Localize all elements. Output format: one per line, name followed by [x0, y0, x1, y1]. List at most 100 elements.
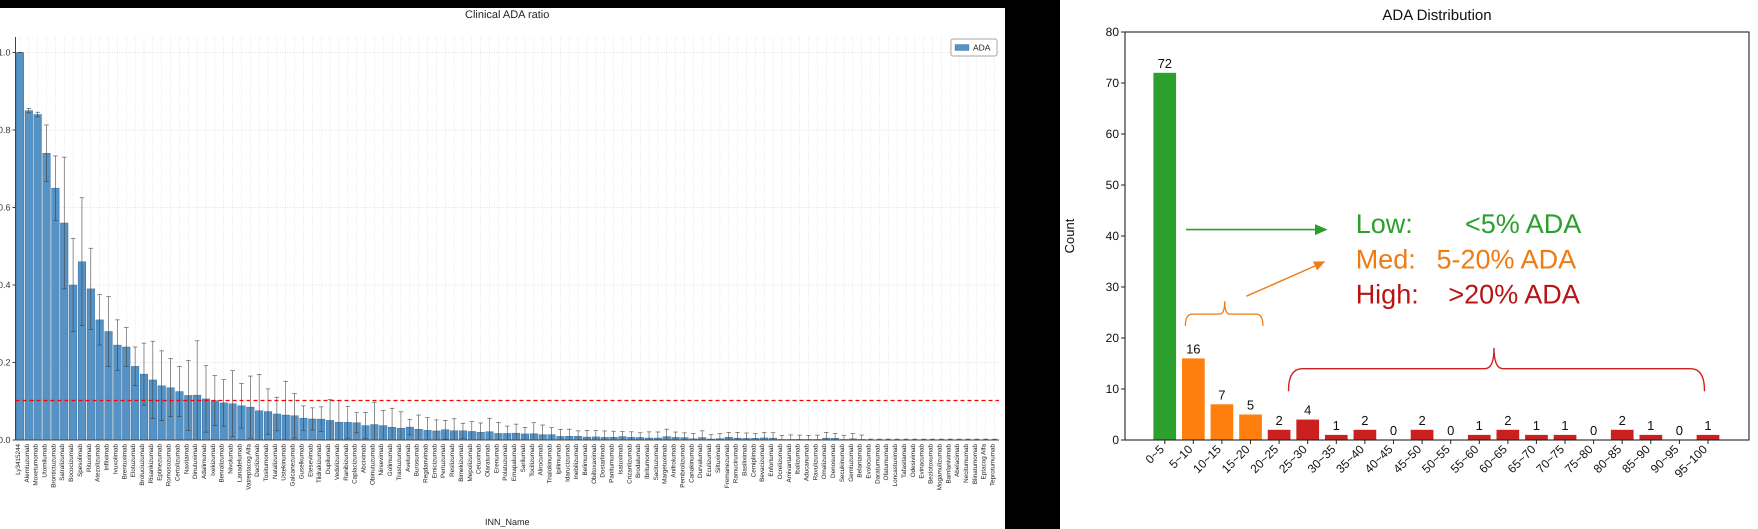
svg-text:Denosumab: Denosumab: [830, 444, 837, 478]
svg-text:Canakinumab: Canakinumab: [688, 444, 695, 483]
svg-text:Margetuximab: Margetuximab: [662, 444, 669, 484]
svg-text:Idarucizumab: Idarucizumab: [564, 444, 571, 482]
svg-text:Belimumab: Belimumab: [582, 444, 589, 476]
svg-text:Ocrelizumab: Ocrelizumab: [777, 444, 784, 480]
svg-text:Spesolimab: Spesolimab: [77, 444, 84, 477]
svg-text:40: 40: [1106, 229, 1120, 243]
svg-text:Ramucirumab: Ramucirumab: [733, 444, 740, 484]
svg-text:Crizanlizumab: Crizanlizumab: [626, 444, 633, 484]
svg-text:Obinutuzumab: Obinutuzumab: [369, 444, 376, 485]
svg-text:Daclizumab: Daclizumab: [254, 444, 261, 477]
svg-text:2: 2: [1504, 413, 1511, 428]
svg-text:30: 30: [1106, 280, 1120, 294]
svg-text:Ranibizumab: Ranibizumab: [343, 444, 350, 481]
svg-text:Utomilumab: Utomilumab: [42, 444, 49, 478]
svg-text:4: 4: [1304, 403, 1311, 418]
svg-text:Inebilizumab: Inebilizumab: [573, 444, 580, 480]
svg-text:Benralizumab: Benralizumab: [219, 444, 226, 483]
svg-text:Eptinezumab: Eptinezumab: [157, 444, 164, 481]
svg-text:Bimekizumab: Bimekizumab: [458, 444, 465, 482]
svg-text:1: 1: [1647, 418, 1654, 433]
svg-text:Ly3415244: Ly3415244: [15, 444, 22, 475]
svg-text:Dinutuximab: Dinutuximab: [192, 444, 199, 479]
svg-text:Alemtuzumab: Alemtuzumab: [24, 444, 31, 483]
svg-text:Nirsevimab: Nirsevimab: [378, 444, 385, 476]
svg-text:Dostarlimab: Dostarlimab: [600, 444, 607, 478]
svg-text:Vedolizumab: Vedolizumab: [334, 444, 341, 481]
svg-text:16: 16: [1186, 341, 1200, 356]
svg-text:0: 0: [1676, 423, 1683, 438]
svg-text:0.6: 0.6: [0, 203, 11, 213]
svg-text:1: 1: [1561, 418, 1568, 433]
svg-text:Ofatumumab: Ofatumumab: [883, 444, 890, 481]
svg-text:Eculizumab: Eculizumab: [706, 444, 713, 477]
svg-text:Basiliximab: Basiliximab: [742, 444, 749, 476]
svg-text:ADA: ADA: [973, 43, 991, 53]
svg-text:0: 0: [1112, 433, 1119, 447]
svg-text:Olaratumab: Olaratumab: [485, 444, 492, 477]
svg-text:1: 1: [1533, 418, 1540, 433]
svg-text:1: 1: [1333, 418, 1340, 433]
svg-text:Mepolizumab: Mepolizumab: [467, 444, 474, 482]
svg-text:Tocilizumab: Tocilizumab: [529, 444, 536, 477]
svg-text:Brodalumab: Brodalumab: [635, 444, 642, 478]
svg-text:Low:: Low:: [1356, 209, 1413, 239]
svg-text:Polatuzumab: Polatuzumab: [502, 444, 509, 481]
svg-text:Ravulizumab: Ravulizumab: [812, 444, 819, 481]
svg-text:0: 0: [1590, 423, 1597, 438]
svg-text:2: 2: [1418, 413, 1425, 428]
svg-text:Odesivimab: Odesivimab: [910, 444, 917, 478]
svg-text:Blinatumomab: Blinatumomab: [972, 444, 979, 485]
svg-text:Sacituzumab: Sacituzumab: [653, 444, 660, 481]
svg-text:0.0: 0.0: [0, 435, 11, 445]
svg-text:Bamlanivimab: Bamlanivimab: [945, 444, 952, 484]
svg-text:Infliximab: Infliximab: [104, 444, 111, 471]
svg-text:80: 80: [1106, 25, 1120, 39]
svg-text:Brontictuzumab: Brontictuzumab: [50, 444, 57, 488]
svg-text:Panitumumab: Panitumumab: [609, 444, 616, 483]
svg-text:Risankizumab: Risankizumab: [148, 444, 155, 484]
svg-text:Certolizumab: Certolizumab: [174, 444, 181, 482]
svg-text:72: 72: [1158, 56, 1172, 71]
svg-text:Bococizumab: Bococizumab: [68, 444, 75, 482]
svg-text:Obiltoxaximab: Obiltoxaximab: [591, 444, 598, 484]
svg-text:0.2: 0.2: [0, 358, 11, 368]
svg-text:5-20% ADA: 5-20% ADA: [1437, 244, 1577, 274]
svg-text:Count: Count: [1062, 218, 1077, 253]
svg-text:0.4: 0.4: [0, 280, 11, 290]
svg-text:Secukinumab: Secukinumab: [839, 444, 846, 483]
svg-text:Tositumomab: Tositumomab: [263, 444, 270, 482]
svg-text:Naxitamab: Naxitamab: [183, 444, 190, 475]
svg-text:Ipilimumab: Ipilimumab: [555, 444, 562, 475]
svg-text:Trastuzumab: Trastuzumab: [396, 444, 403, 481]
svg-text:Clinical ADA ratio: Clinical ADA ratio: [465, 9, 549, 21]
svg-text:1: 1: [1476, 418, 1483, 433]
svg-text:Lanadelumab: Lanadelumab: [236, 444, 243, 483]
svg-text:5: 5: [1247, 398, 1254, 413]
svg-text:Cetuximab: Cetuximab: [476, 444, 483, 475]
svg-text:Pembrolizumab: Pembrolizumab: [680, 444, 687, 488]
svg-text:Tildrakizumab: Tildrakizumab: [316, 444, 323, 483]
svg-text:Ivuxolimab: Ivuxolimab: [112, 444, 119, 475]
svg-text:Rituximab: Rituximab: [86, 444, 93, 472]
svg-text:Elotuzumab: Elotuzumab: [130, 444, 137, 478]
svg-text:Galcanezumab: Galcanezumab: [290, 444, 297, 487]
svg-text:10: 10: [1106, 382, 1120, 396]
svg-text:1: 1: [1704, 418, 1711, 433]
svg-text:Emapalumab: Emapalumab: [511, 444, 518, 482]
svg-text:Regdanvimab: Regdanvimab: [423, 444, 430, 483]
svg-text:Pertuzumab: Pertuzumab: [440, 444, 447, 478]
svg-text:<5% ADA: <5% ADA: [1465, 209, 1581, 239]
svg-text:Etesevimab: Etesevimab: [307, 444, 314, 477]
svg-text:0.8: 0.8: [0, 125, 11, 135]
svg-text:60: 60: [1106, 127, 1120, 141]
svg-text:Brentuximab: Brentuximab: [121, 444, 128, 480]
svg-text:7: 7: [1218, 387, 1225, 402]
svg-text:High:: High:: [1356, 280, 1419, 310]
svg-text:Med:: Med:: [1356, 244, 1416, 274]
svg-text:Beziotoxumab: Beziotoxumab: [928, 444, 935, 484]
svg-text:0: 0: [1447, 423, 1454, 438]
svg-text:Vatreptacog Alfa: Vatreptacog Alfa: [245, 444, 252, 490]
svg-text:Mogamulizumab: Mogamulizumab: [936, 444, 943, 491]
svg-text:0: 0: [1390, 423, 1397, 438]
